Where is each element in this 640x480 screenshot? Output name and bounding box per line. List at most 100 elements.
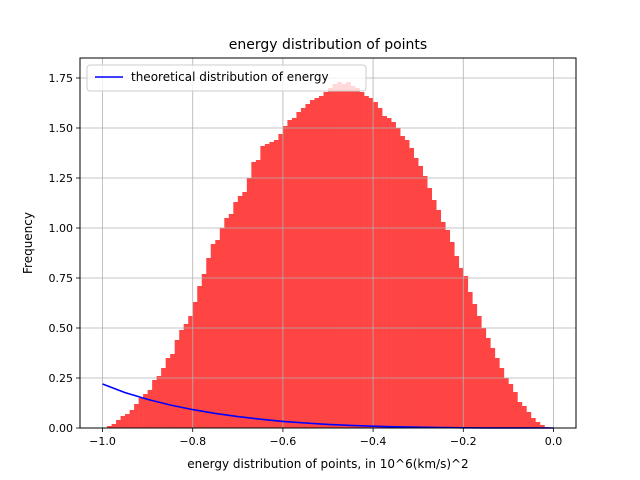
histogram-bar	[346, 82, 351, 428]
histogram-bar	[431, 200, 437, 428]
histogram-bar	[391, 122, 396, 428]
histogram-bar	[314, 98, 320, 428]
histogram-bar	[291, 118, 297, 428]
histogram-bar	[165, 358, 171, 428]
histogram-bar	[269, 142, 275, 428]
histogram-bar	[418, 166, 423, 428]
histogram-bar	[427, 188, 433, 428]
x-tick-label: 0.0	[545, 435, 563, 448]
histogram-bar	[328, 88, 333, 428]
histogram-bar	[264, 144, 270, 428]
y-tick-label: 0.75	[49, 272, 74, 285]
histogram-bar	[409, 148, 414, 428]
histogram-bar	[526, 412, 532, 428]
histogram-bar	[278, 134, 284, 428]
histogram-bar	[454, 256, 460, 428]
histogram-bar	[174, 340, 180, 428]
histogram-bar	[210, 244, 216, 428]
x-tick-label: −0.4	[360, 435, 387, 448]
histogram-bar	[440, 222, 446, 428]
histogram-bar	[449, 242, 455, 428]
histogram-bar	[373, 102, 378, 428]
histogram-bar	[490, 348, 496, 428]
histogram-bar	[183, 324, 189, 428]
histogram-bar	[539, 425, 545, 428]
histogram-bar	[116, 420, 121, 428]
histogram-bar	[377, 108, 383, 428]
histogram-bar	[296, 112, 302, 428]
histogram-bar	[152, 380, 157, 428]
histogram-bar	[535, 422, 541, 428]
histogram-bar	[422, 176, 428, 428]
y-axis-label: Frequency	[21, 212, 35, 274]
histogram-bar	[359, 92, 365, 428]
histogram-bar	[282, 126, 288, 428]
histogram-bar	[111, 424, 117, 428]
y-axis-ticks: 0.00 0.25 0.50 0.75 1.00 1.25 1.50 1.75	[49, 72, 80, 435]
histogram-bar	[197, 286, 203, 428]
histogram-bar	[485, 338, 491, 428]
histogram-bar	[364, 96, 369, 428]
y-tick-label: 0.00	[49, 422, 74, 435]
histogram-bar	[147, 390, 153, 428]
x-tick-label: −0.8	[179, 435, 206, 448]
histogram-bar	[120, 416, 126, 428]
histogram-bar	[107, 426, 112, 428]
histogram-bar	[445, 230, 451, 428]
histogram-bar	[233, 202, 239, 428]
histogram-bar	[386, 118, 392, 428]
histogram-bar	[472, 304, 478, 428]
legend-label: theoretical distribution of energy	[131, 70, 329, 84]
histogram-bar	[125, 414, 130, 428]
x-axis-ticks: −1.0 −0.8 −0.6 −0.4 −0.2 0.0	[89, 428, 562, 448]
histogram-bar	[192, 302, 198, 428]
histogram-bar	[467, 292, 473, 428]
histogram-bar	[382, 116, 387, 428]
histogram-bar	[215, 240, 221, 428]
histogram-bar	[224, 218, 230, 428]
histogram-bar	[251, 162, 257, 428]
x-tick-label: −0.2	[450, 435, 477, 448]
histogram-bar	[138, 398, 144, 428]
histogram-bar	[503, 378, 509, 428]
y-tick-label: 0.50	[49, 322, 74, 335]
y-tick-label: 1.00	[49, 222, 74, 235]
histogram-bar	[512, 392, 518, 428]
histogram-bar	[341, 84, 347, 428]
histogram-bar	[300, 108, 306, 428]
histogram-bar	[161, 368, 166, 428]
histogram-bar	[368, 98, 374, 428]
histogram-bar	[337, 82, 342, 428]
histogram-bar	[134, 404, 139, 428]
histogram-bar	[179, 330, 185, 428]
histogram-bar	[400, 136, 405, 428]
histogram-bar	[242, 192, 248, 428]
histogram-bar	[170, 354, 175, 428]
histogram-bar	[323, 92, 329, 428]
legend: theoretical distribution of energy	[86, 64, 367, 92]
histogram-bar	[476, 316, 482, 428]
y-tick-label: 1.75	[49, 72, 74, 85]
histogram-bar	[255, 160, 261, 428]
histogram-bar	[143, 394, 148, 428]
legend-box	[86, 64, 367, 92]
histogram-bar	[309, 100, 315, 428]
histogram-bar	[350, 86, 356, 428]
plot-frame	[79, 57, 577, 429]
histogram-bar	[499, 368, 505, 428]
histogram-bar	[413, 158, 419, 428]
y-tick-label: 1.50	[49, 122, 74, 135]
histogram-bar	[273, 140, 279, 428]
histogram-bar	[228, 214, 234, 428]
histogram-bar	[530, 418, 536, 428]
histogram-bar	[508, 384, 514, 428]
y-tick-label: 1.25	[49, 172, 74, 185]
histogram-bar	[201, 274, 207, 428]
histogram-bar	[355, 88, 360, 428]
histogram-bar	[305, 104, 311, 428]
x-tick-label: −1.0	[89, 435, 116, 448]
histogram-bar	[206, 258, 212, 428]
x-tick-label: −0.6	[270, 435, 297, 448]
chart-title: energy distribution of points	[229, 37, 427, 53]
histogram-bar	[287, 120, 293, 428]
